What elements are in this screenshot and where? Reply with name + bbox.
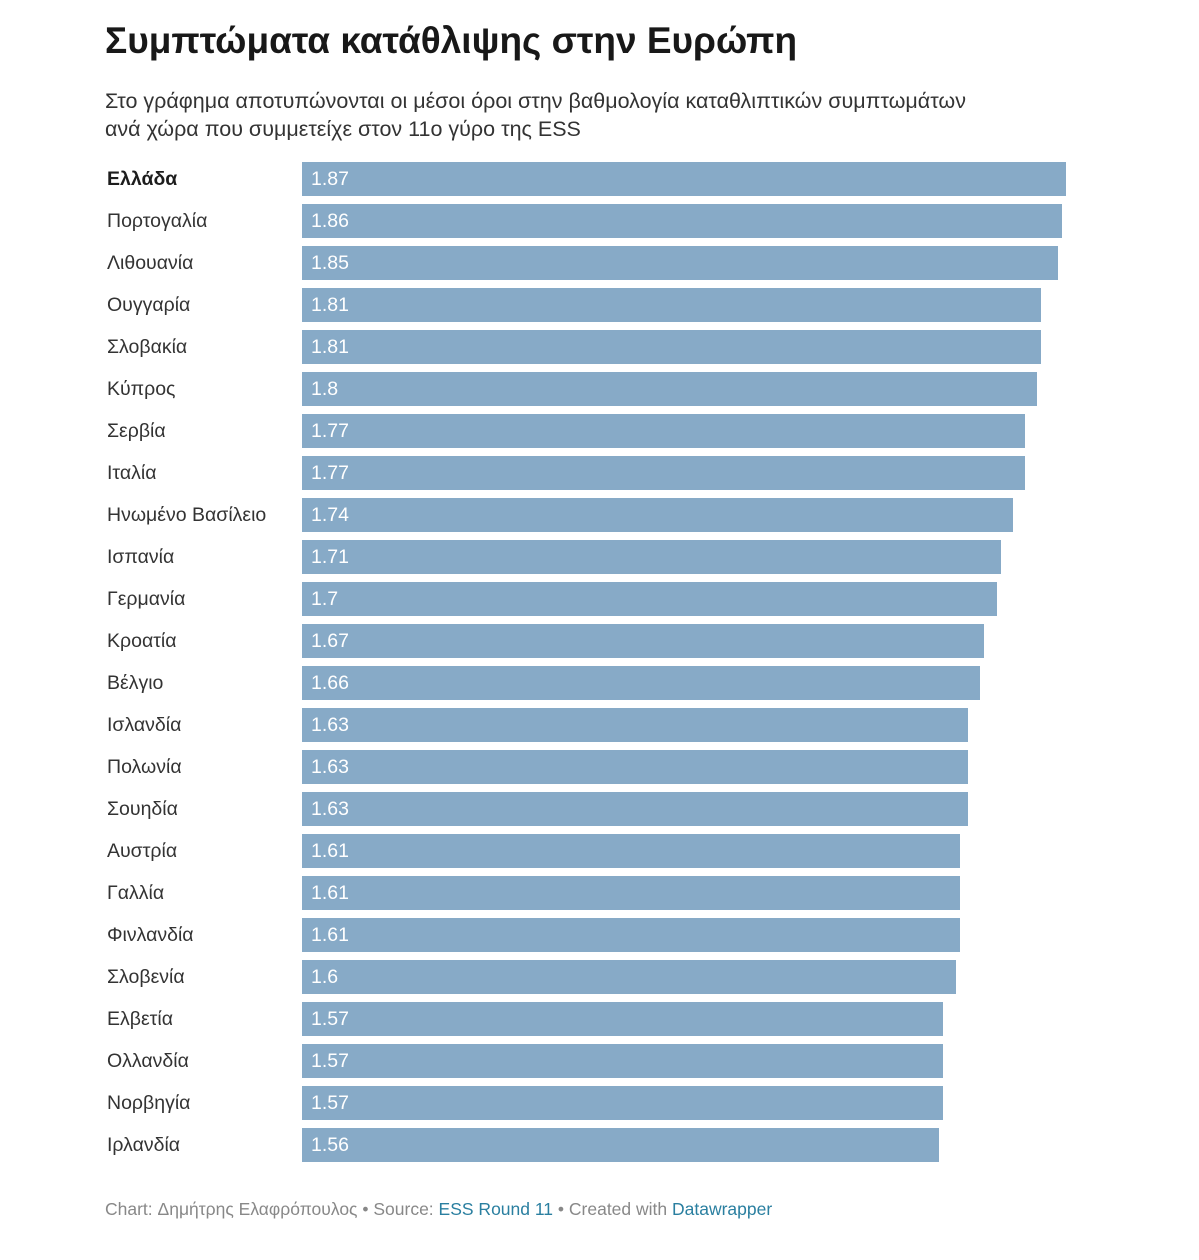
- bar: [302, 834, 960, 868]
- bar-value-label: 1.81: [311, 336, 349, 358]
- country-label: Αυστρία: [107, 840, 178, 862]
- bar-value-label: 1.63: [311, 756, 349, 778]
- bar-value-label: 1.61: [311, 882, 349, 904]
- country-label: Ελβετία: [107, 1008, 173, 1030]
- bar-value-label: 1.63: [311, 798, 349, 820]
- footer-separator: •: [357, 1199, 374, 1219]
- bar-value-label: 1.63: [311, 714, 349, 736]
- bar: [302, 162, 1066, 196]
- country-label: Σερβία: [107, 420, 166, 442]
- bar: [302, 918, 960, 952]
- bar: [302, 1128, 939, 1162]
- bar-value-label: 1.77: [311, 420, 349, 442]
- bar: [302, 414, 1025, 448]
- country-label: Ελλάδα: [107, 168, 178, 190]
- chart-subtitle: Στο γράφημα αποτυπώνονται οι μέσοι όροι …: [105, 89, 966, 141]
- bar: [302, 204, 1062, 238]
- chart-footer: Chart: Δημήτρης Ελαφρόπουλος • Source: E…: [105, 1199, 772, 1220]
- bar: [302, 1086, 943, 1120]
- source-link[interactable]: ESS Round 11: [438, 1199, 554, 1219]
- country-label: Κροατία: [107, 630, 177, 652]
- footer-created-prefix: Created with: [568, 1199, 672, 1219]
- bar: [302, 456, 1025, 490]
- bar-value-label: 1.7: [311, 588, 339, 610]
- country-label: Σουηδία: [107, 798, 178, 820]
- chart-title: Συμπτώματα κατάθλιψης στην Ευρώπη: [105, 20, 798, 61]
- bar: [302, 750, 968, 784]
- bar-value-label: 1.87: [311, 168, 349, 190]
- country-label: Ιταλία: [107, 462, 157, 484]
- country-label: Λιθουανία: [107, 252, 194, 274]
- country-label: Φινλανδία: [107, 924, 194, 946]
- bar: [302, 330, 1041, 364]
- bar: [302, 708, 968, 742]
- bar: [302, 960, 956, 994]
- country-label: Κύπρος: [107, 378, 176, 400]
- footer-separator: •: [553, 1199, 569, 1219]
- country-label: Ισλανδία: [107, 714, 182, 736]
- country-label: Γαλλία: [107, 882, 165, 904]
- bar-value-label: 1.6: [311, 966, 339, 988]
- bar-value-label: 1.57: [311, 1050, 349, 1072]
- bar-value-label: 1.56: [311, 1134, 349, 1156]
- country-label: Ουγγαρία: [107, 294, 191, 316]
- bar: [302, 1044, 943, 1078]
- bar-value-label: 1.61: [311, 924, 349, 946]
- country-label: Ιρλανδία: [107, 1134, 181, 1156]
- bar-value-label: 1.57: [311, 1092, 349, 1114]
- bar-value-label: 1.61: [311, 840, 349, 862]
- datawrapper-link[interactable]: Datawrapper: [672, 1199, 773, 1219]
- country-label: Ισπανία: [107, 546, 175, 568]
- bar: [302, 540, 1001, 574]
- footer-author: Chart: Δημήτρης Ελαφρόπουλος: [105, 1199, 358, 1219]
- country-label: Πολωνία: [107, 756, 182, 778]
- bar-value-label: 1.74: [311, 504, 349, 526]
- bar: [302, 1002, 943, 1036]
- bar-value-label: 1.67: [311, 630, 349, 652]
- country-label: Ηνωμένο Βασίλειο: [107, 504, 267, 526]
- country-label: Νορβηγία: [107, 1092, 191, 1114]
- bar-value-label: 1.77: [311, 462, 349, 484]
- bar-value-label: 1.66: [311, 672, 349, 694]
- bar-value-label: 1.8: [311, 378, 339, 400]
- country-label: Βέλγιο: [107, 672, 164, 694]
- bar: [302, 666, 980, 700]
- bar: [302, 288, 1041, 322]
- bar-value-label: 1.86: [311, 210, 349, 232]
- bar-value-label: 1.81: [311, 294, 349, 316]
- footer-source-prefix: Source:: [373, 1199, 439, 1219]
- country-label: Πορτογαλία: [107, 210, 208, 232]
- bar: [302, 582, 997, 616]
- country-label: Σλοβενία: [107, 966, 185, 988]
- bar: [302, 372, 1037, 406]
- bar: [302, 246, 1058, 280]
- bar-value-label: 1.71: [311, 546, 349, 568]
- bar-value-label: 1.85: [311, 252, 349, 274]
- bar-value-label: 1.57: [311, 1008, 349, 1030]
- bar: [302, 624, 984, 658]
- country-label: Γερμανία: [107, 588, 186, 610]
- bar: [302, 792, 968, 826]
- country-label: Ολλανδία: [107, 1050, 189, 1072]
- bar: [302, 876, 960, 910]
- country-label: Σλοβακία: [107, 336, 188, 358]
- bar: [302, 498, 1013, 532]
